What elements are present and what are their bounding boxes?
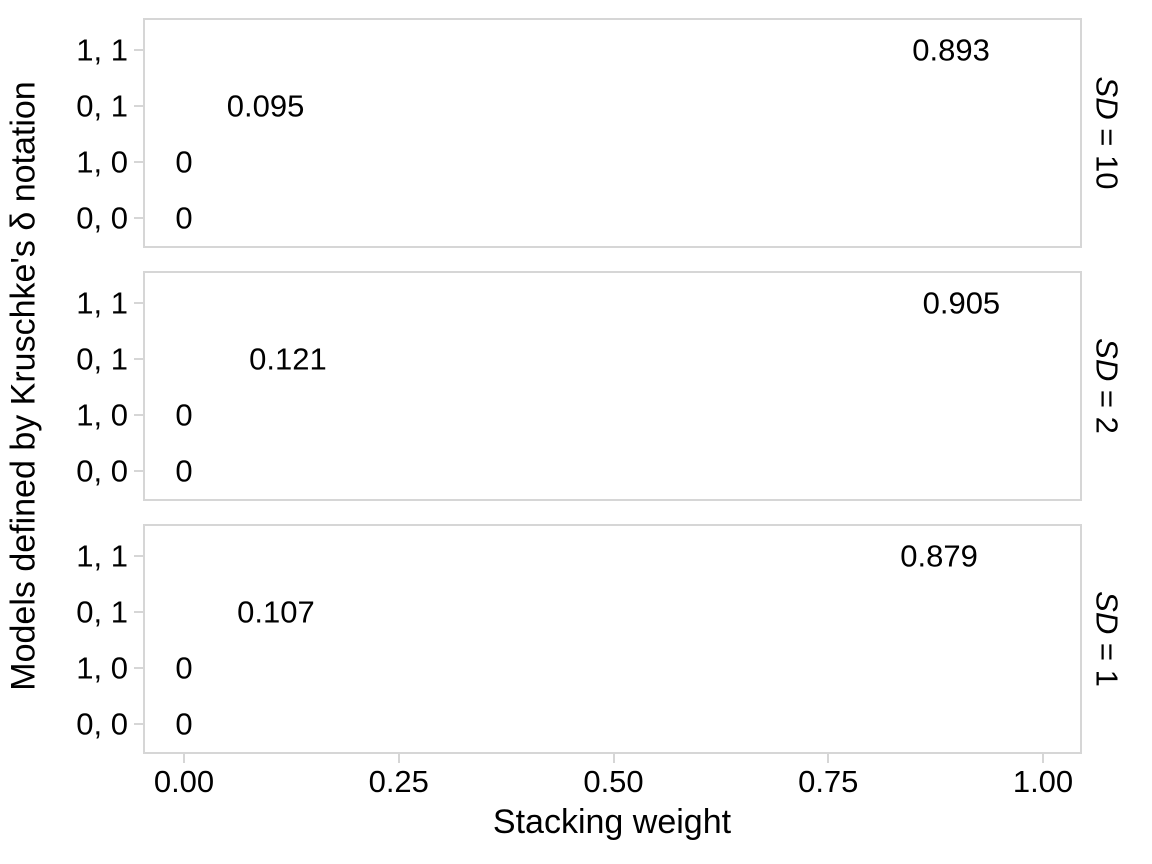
- data-label: 0.893: [912, 32, 990, 68]
- data-label: 0: [175, 397, 193, 433]
- data-label: 0.905: [922, 285, 1001, 321]
- y-tick-mark: [134, 302, 143, 304]
- y-tick-label: 1, 0: [76, 397, 128, 433]
- data-label: 0.121: [249, 341, 327, 377]
- x-tick-label: 0.00: [153, 764, 215, 799]
- data-label: 0: [175, 144, 193, 180]
- x-tick-label: 0.50: [583, 764, 644, 799]
- facet-panel: [143, 271, 1082, 501]
- y-tick-mark: [134, 555, 143, 557]
- facet-strip-value: = 10: [1089, 119, 1125, 190]
- facet-strip-value: = 1: [1089, 634, 1125, 687]
- y-tick-label: 1, 1: [76, 285, 128, 321]
- x-tick-label: 1.00: [1012, 764, 1074, 799]
- x-tick-mark: [827, 754, 830, 763]
- data-label: 0: [175, 453, 193, 489]
- y-tick-mark: [134, 161, 143, 163]
- x-tick-mark: [397, 754, 400, 763]
- x-tick-mark: [183, 754, 185, 763]
- y-tick-label: 1, 1: [76, 538, 128, 574]
- data-label: 0: [175, 650, 193, 686]
- x-tick-mark: [1042, 754, 1044, 763]
- y-tick-label: 0, 1: [76, 341, 128, 377]
- facet-strip-label: SD = 1: [1089, 591, 1125, 687]
- x-tick-label: 0.75: [798, 764, 859, 799]
- y-tick-mark: [134, 217, 143, 219]
- x-tick-mark: [612, 754, 615, 763]
- y-tick-label: 0, 0: [76, 706, 128, 742]
- y-tick-mark: [134, 470, 143, 472]
- y-tick-mark: [134, 723, 143, 725]
- facet-strip-value: = 2: [1089, 381, 1125, 434]
- y-tick-label: 0, 1: [76, 594, 128, 630]
- data-label: 0: [175, 706, 193, 742]
- facet-strip-variable: SD: [1089, 591, 1125, 635]
- data-label: 0: [175, 200, 193, 236]
- y-tick-label: 0, 0: [76, 453, 128, 489]
- y-tick-mark: [134, 667, 143, 669]
- y-tick-label: 1, 1: [76, 32, 128, 68]
- x-tick-label: 0.25: [368, 764, 429, 799]
- data-label: 0.879: [900, 538, 978, 574]
- y-tick-label: 1, 0: [76, 144, 128, 180]
- facet-panel: [143, 524, 1082, 754]
- data-label: 0.107: [237, 594, 315, 630]
- y-tick-mark: [134, 414, 143, 416]
- facet-strip-label: SD = 10: [1089, 76, 1125, 190]
- y-tick-mark: [134, 358, 143, 360]
- y-tick-label: 1, 0: [76, 650, 128, 686]
- x-axis-title: Stacking weight: [492, 803, 732, 841]
- facet-strip-label: SD = 2: [1089, 338, 1125, 434]
- facet-strip-variable: SD: [1089, 338, 1125, 382]
- y-tick-mark: [134, 611, 143, 613]
- data-label: 0.095: [226, 88, 305, 124]
- facet-strip-variable: SD: [1089, 76, 1125, 120]
- y-tick-mark: [134, 49, 143, 51]
- facet-panel: [143, 18, 1082, 248]
- y-tick-mark: [134, 105, 143, 107]
- y-tick-label: 0, 1: [76, 88, 128, 124]
- y-tick-label: 0, 0: [76, 200, 128, 236]
